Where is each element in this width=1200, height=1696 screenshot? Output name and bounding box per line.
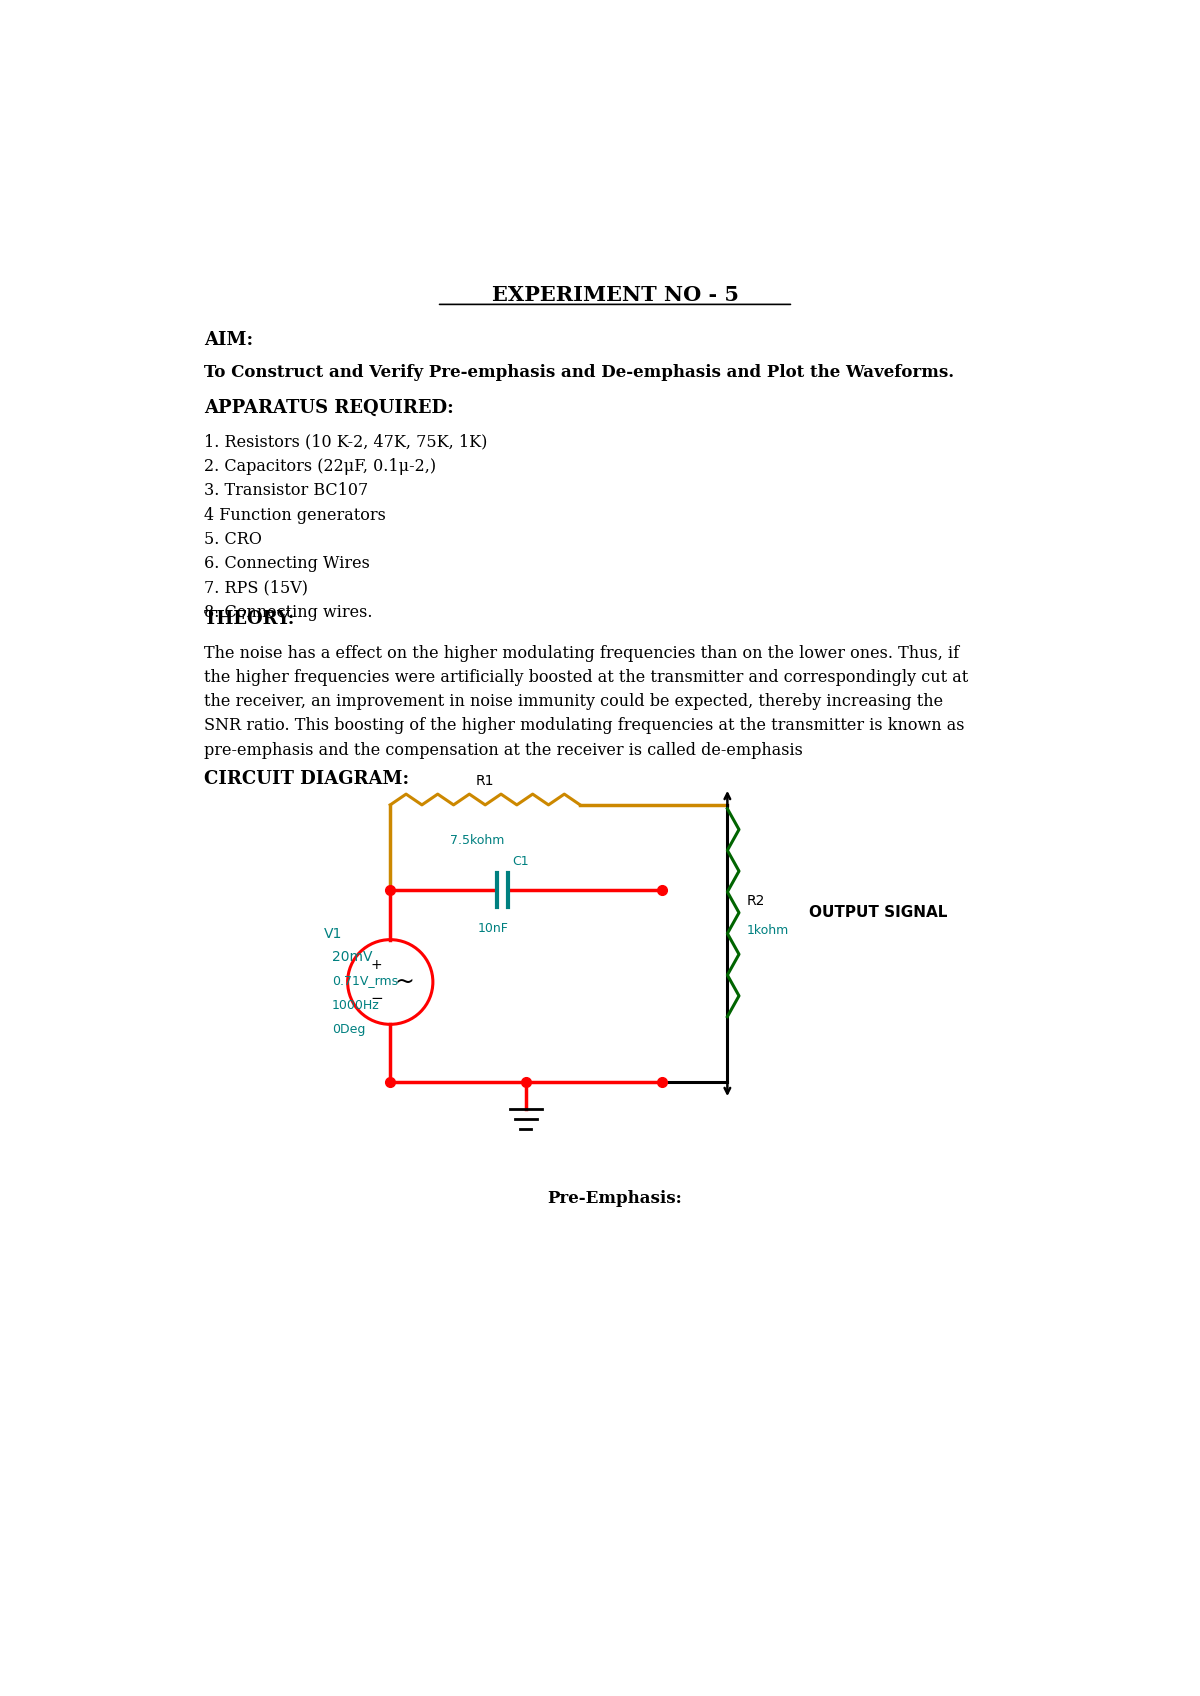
Text: APPARATUS REQUIRED:: APPARATUS REQUIRED: [204,399,454,417]
Text: the higher frequencies were artificially boosted at the transmitter and correspo: the higher frequencies were artificially… [204,668,968,685]
Text: 6. Connecting Wires: 6. Connecting Wires [204,555,370,572]
Text: The noise has a effect on the higher modulating frequencies than on the lower on: The noise has a effect on the higher mod… [204,644,959,661]
Text: +: + [371,958,382,972]
Text: ~: ~ [395,970,414,994]
Text: EXPERIMENT NO - 5: EXPERIMENT NO - 5 [492,285,738,305]
Text: 2. Capacitors (22μF, 0.1μ-2,): 2. Capacitors (22μF, 0.1μ-2,) [204,458,437,475]
Text: 0.71V_rms: 0.71V_rms [332,974,398,987]
Text: 20mV: 20mV [332,950,373,963]
Text: 1kohm: 1kohm [746,924,790,938]
Text: the receiver, an improvement in noise immunity could be expected, thereby increa: the receiver, an improvement in noise im… [204,694,943,711]
Text: 10nF: 10nF [478,923,509,934]
Text: −: − [370,992,383,1006]
Text: To Construct and Verify Pre-emphasis and De-emphasis and Plot the Waveforms.: To Construct and Verify Pre-emphasis and… [204,363,954,380]
Text: pre-emphasis and the compensation at the receiver is called de-emphasis: pre-emphasis and the compensation at the… [204,741,803,758]
Text: 0Deg: 0Deg [332,1023,366,1036]
Text: C1: C1 [512,855,528,868]
Text: R1: R1 [476,773,494,789]
Text: 5. CRO: 5. CRO [204,531,262,548]
Text: CIRCUIT DIAGRAM:: CIRCUIT DIAGRAM: [204,770,409,789]
Text: 7.5kohm: 7.5kohm [450,834,505,846]
Text: Pre-Emphasis:: Pre-Emphasis: [547,1191,683,1208]
Text: 4 Function generators: 4 Function generators [204,507,386,524]
Text: 3. Transistor BC107: 3. Transistor BC107 [204,482,368,499]
Text: 1000Hz: 1000Hz [332,999,380,1013]
Text: 7. RPS (15V): 7. RPS (15V) [204,580,308,597]
Text: V1: V1 [324,926,343,941]
Text: SNR ratio. This boosting of the higher modulating frequencies at the transmitter: SNR ratio. This boosting of the higher m… [204,717,965,734]
Text: R2: R2 [746,894,766,907]
Text: OUTPUT SIGNAL: OUTPUT SIGNAL [809,906,947,921]
Text: 8. Connecting wires.: 8. Connecting wires. [204,604,373,621]
Text: 1. Resistors (10 K-2, 47K, 75K, 1K): 1. Resistors (10 K-2, 47K, 75K, 1K) [204,434,487,451]
Text: AIM:: AIM: [204,331,253,349]
Text: THEORY:: THEORY: [204,611,295,628]
